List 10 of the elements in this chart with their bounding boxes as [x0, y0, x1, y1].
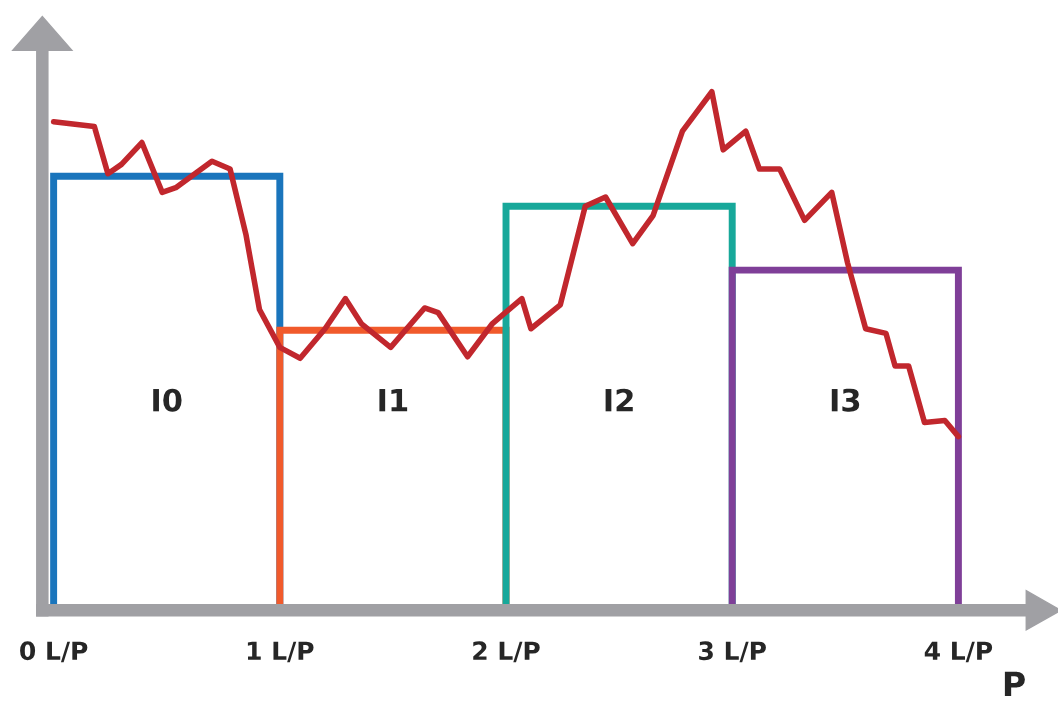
x-tick-label: 0 L/P — [20, 641, 88, 663]
annotation: I3 — [831, 388, 860, 412]
annotation: I0 — [153, 388, 182, 412]
x-tick-label: 3 L/P — [699, 641, 766, 663]
x-axis-title: P — [1004, 671, 1025, 696]
annotation: I1 — [379, 389, 408, 412]
x-tick-label: 2 L/P — [473, 641, 540, 663]
x-tick-label: 1 L/P — [247, 641, 314, 663]
annotation: I2 — [605, 388, 633, 412]
x-tick-label: 4 L/P — [924, 641, 993, 663]
